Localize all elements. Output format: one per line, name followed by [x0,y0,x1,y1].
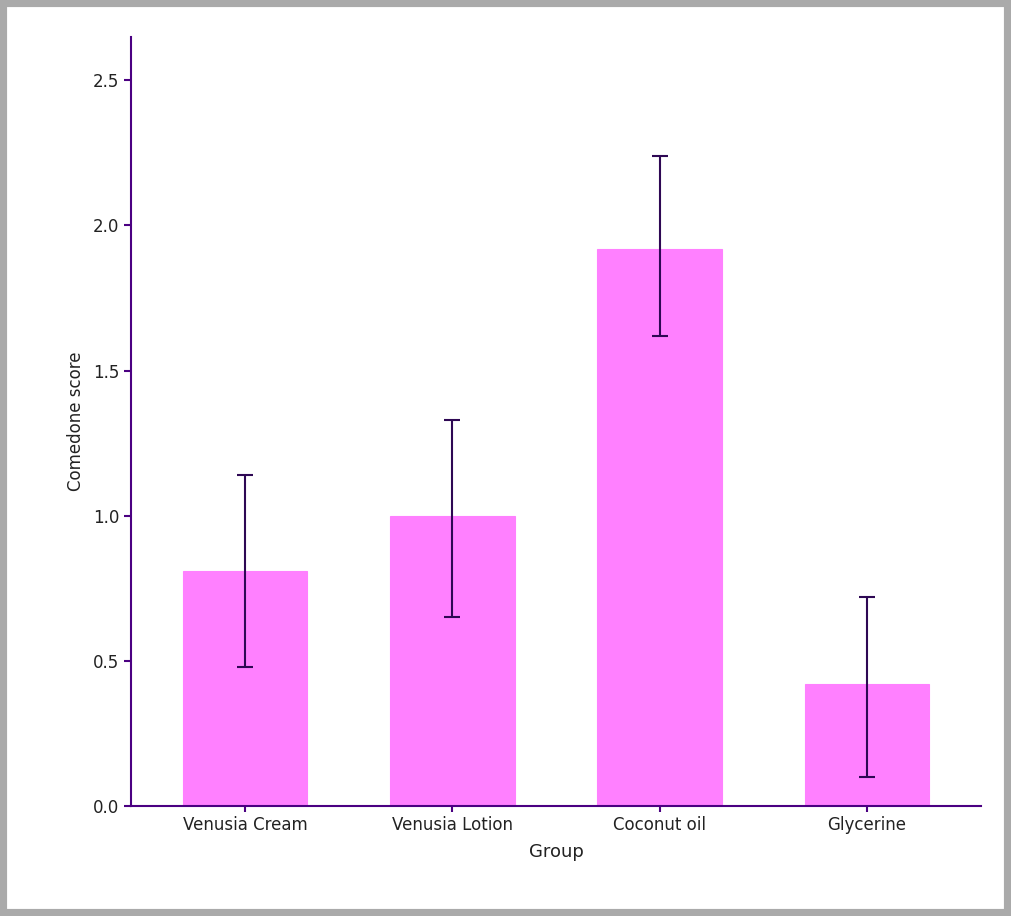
X-axis label: Group: Group [529,843,583,861]
Bar [598,248,722,806]
Y-axis label: Comedone score: Comedone score [67,352,85,491]
Bar [390,516,515,806]
Bar [805,684,929,806]
Bar [183,571,307,806]
